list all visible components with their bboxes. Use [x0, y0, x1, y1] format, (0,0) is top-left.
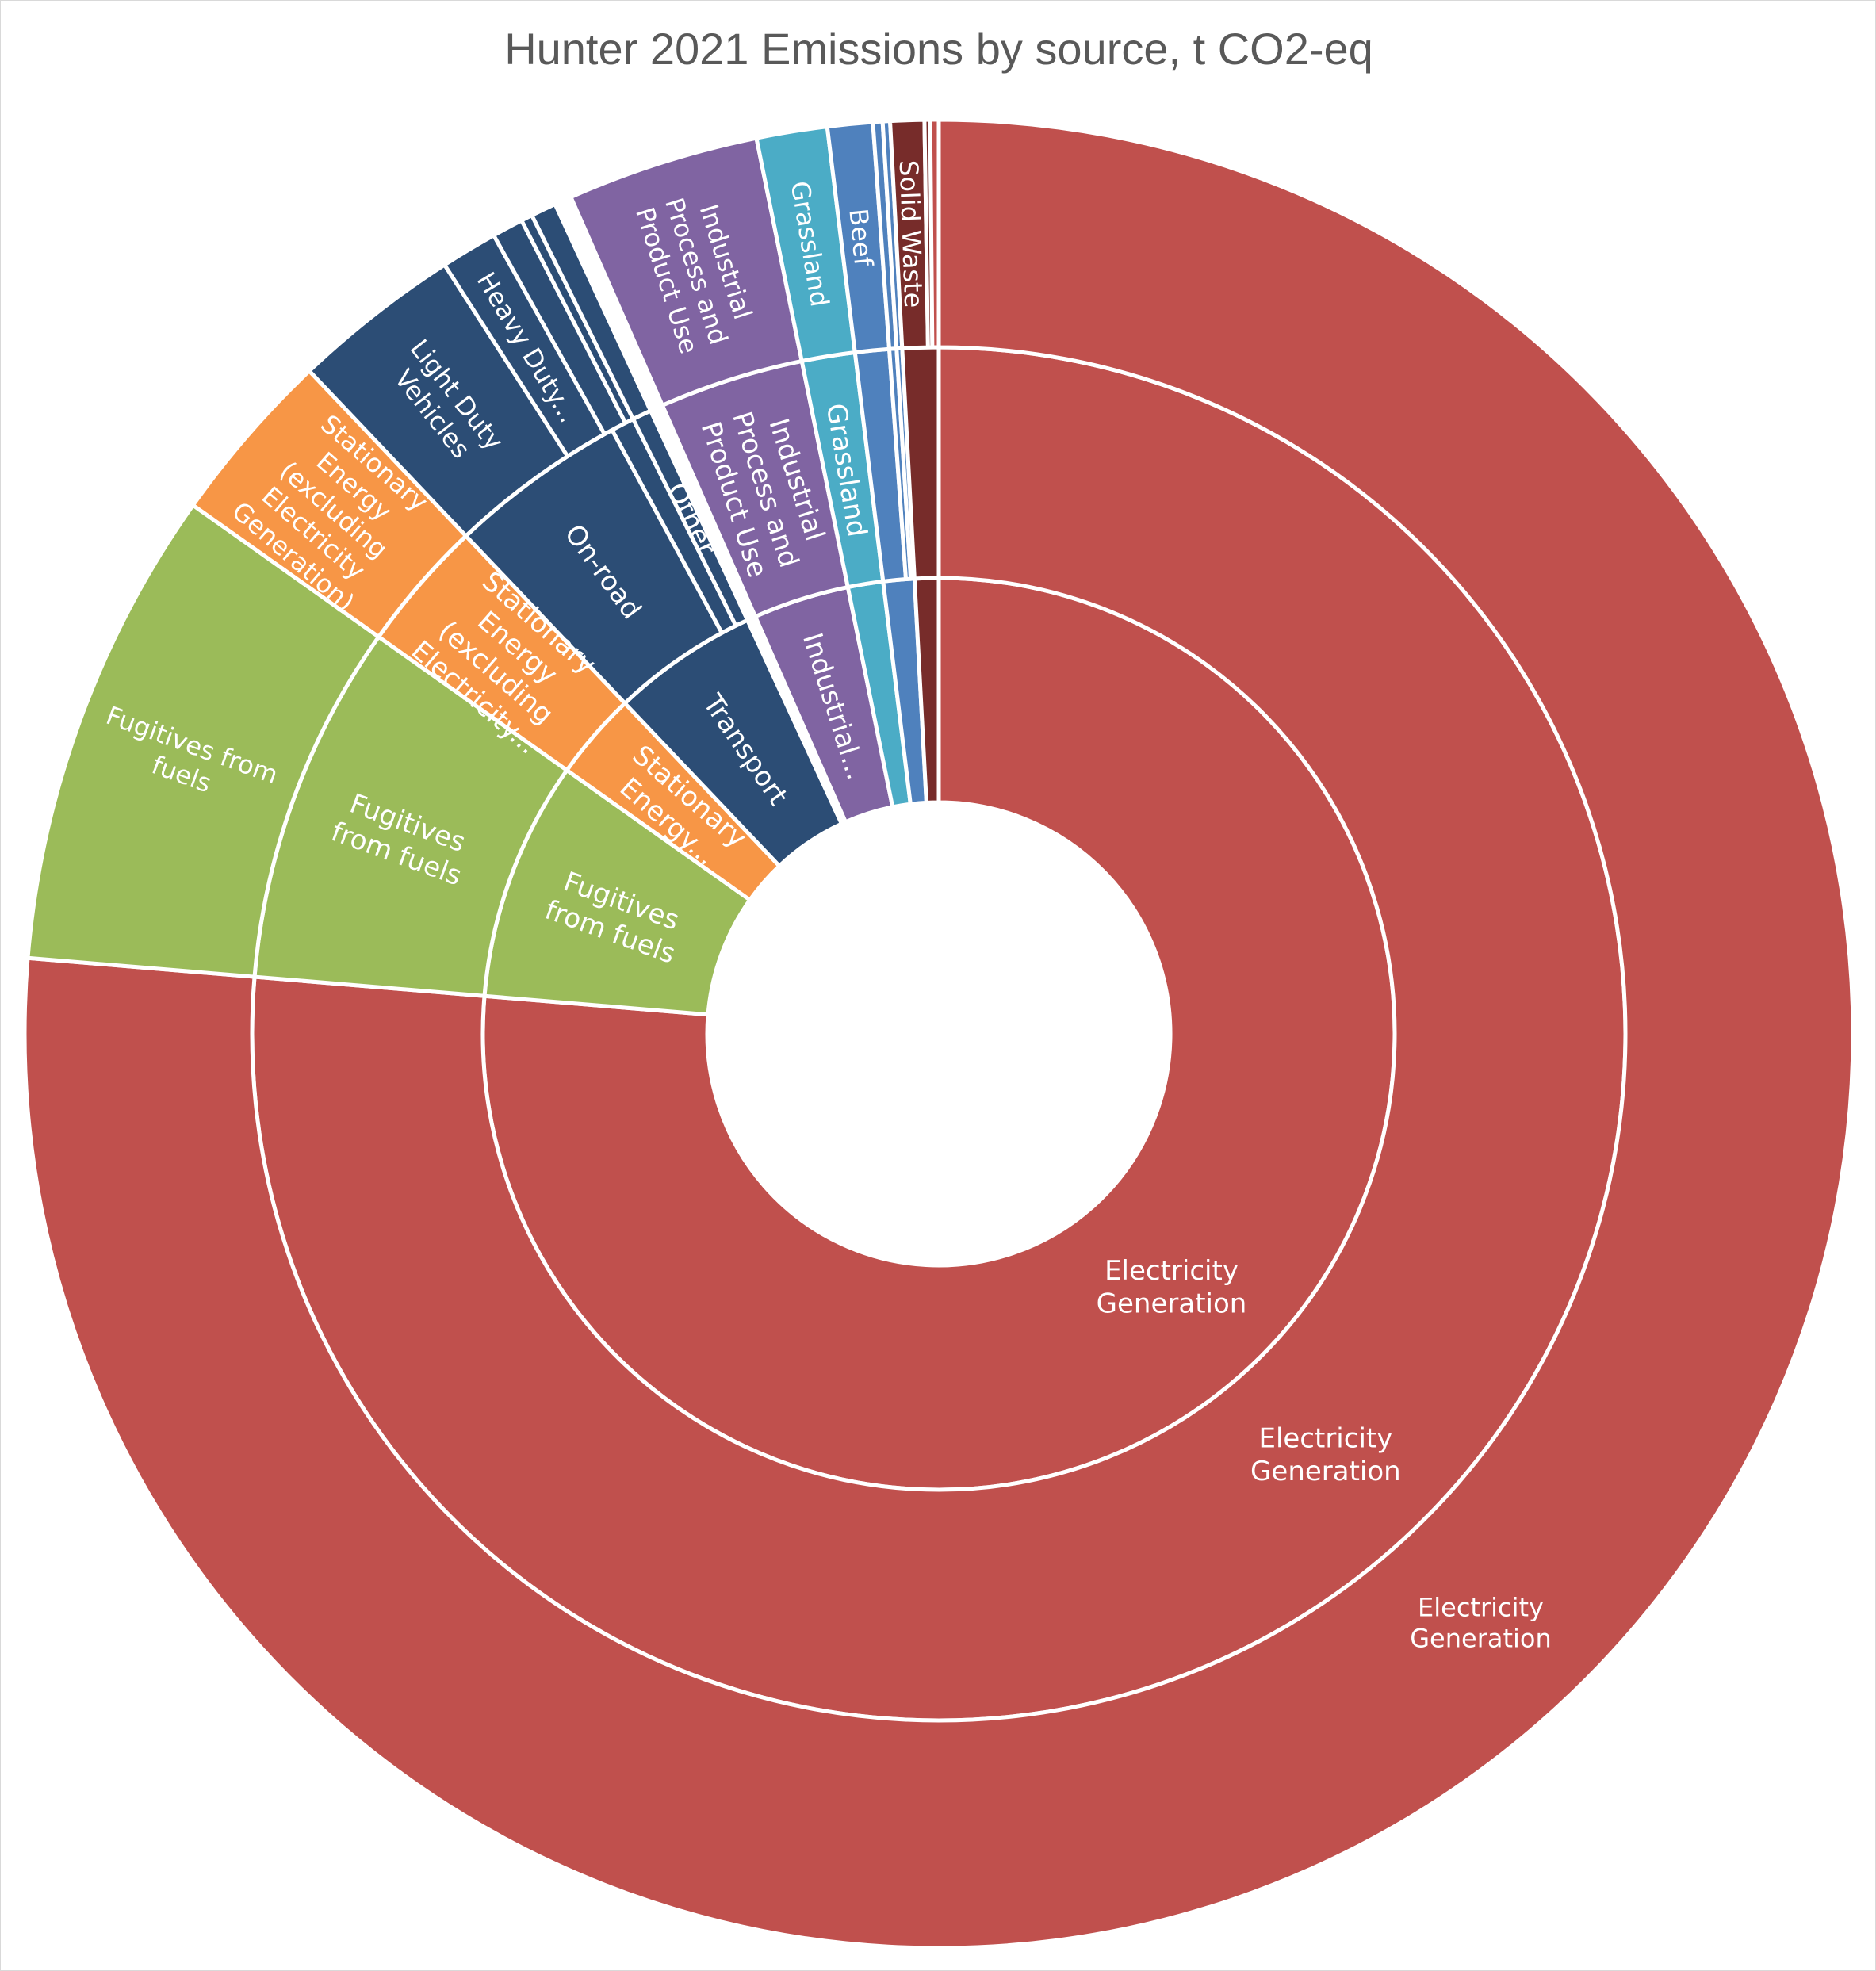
inner-ring-label-0: Electricity Generation [1097, 1255, 1247, 1319]
outer-ring-label-0: Electricity Generation [1410, 1593, 1552, 1654]
outer-ring-label-11: Beef [843, 207, 879, 268]
center-hole [707, 802, 1170, 1265]
outer-ring-segment-16[interactable] [928, 117, 941, 350]
outer-ring-segment-0[interactable] [22, 117, 1855, 1950]
chart-title: Hunter 2021 Emissions by source, t CO2-e… [504, 24, 1373, 74]
middle-ring-label-0: Electricity Generation [1250, 1422, 1401, 1487]
segments [22, 117, 1855, 1950]
outer-ring-label-14: Solid Waste [894, 159, 928, 308]
